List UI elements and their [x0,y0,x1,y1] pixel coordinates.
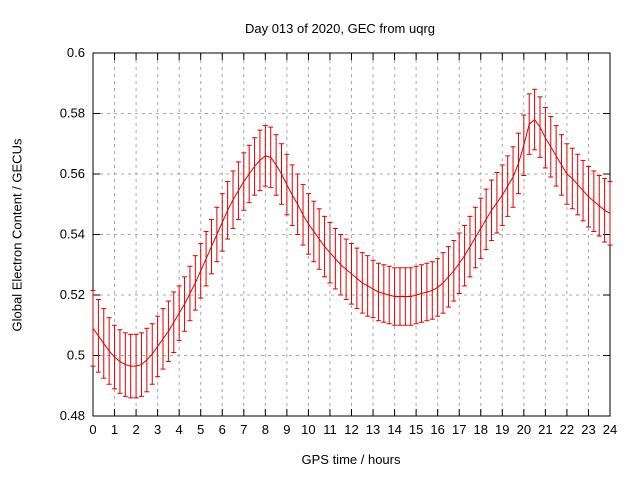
x-tick-label: 3 [154,422,161,437]
chart-title: Day 013 of 2020, GEC from uqrg [244,21,436,36]
x-tick-label: 23 [581,422,595,437]
x-tick-label: 2 [132,422,139,437]
y-tick-label: 0.48 [60,408,85,423]
x-tick-label: 11 [323,422,337,437]
x-tick-label: 15 [409,422,423,437]
x-tick-label: 6 [219,422,226,437]
x-tick-label: 7 [240,422,247,437]
y-tick-label: 0.5 [67,348,85,363]
x-tick-label: 4 [176,422,183,437]
y-axis-label: Global Electron Content / GECUs [9,138,25,332]
x-tick-label: 18 [474,422,488,437]
x-tick-label: 1 [111,422,118,437]
x-tick-label: 20 [517,422,531,437]
x-tick-label: 21 [538,422,552,437]
x-tick-label: 14 [387,422,401,437]
x-tick-label: 12 [344,422,358,437]
x-tick-label: 9 [283,422,290,437]
x-tick-label: 17 [452,422,466,437]
x-tick-label: 8 [262,422,269,437]
x-tick-label: 24 [603,422,617,437]
x-tick-label: 13 [366,422,380,437]
x-tick-label: 10 [301,422,315,437]
y-tick-label: 0.58 [60,106,85,121]
y-tick-label: 0.52 [60,287,85,302]
x-tick-label: 22 [560,422,574,437]
y-tick-label: 0.6 [67,45,85,60]
y-tick-label: 0.56 [60,166,85,181]
x-tick-label: 19 [495,422,509,437]
x-tick-label: 16 [430,422,444,437]
x-axis-label: GPS time / hours [301,452,401,467]
y-tick-label: 0.54 [60,227,85,242]
x-tick-label: 0 [89,422,96,437]
x-tick-label: 5 [197,422,204,437]
